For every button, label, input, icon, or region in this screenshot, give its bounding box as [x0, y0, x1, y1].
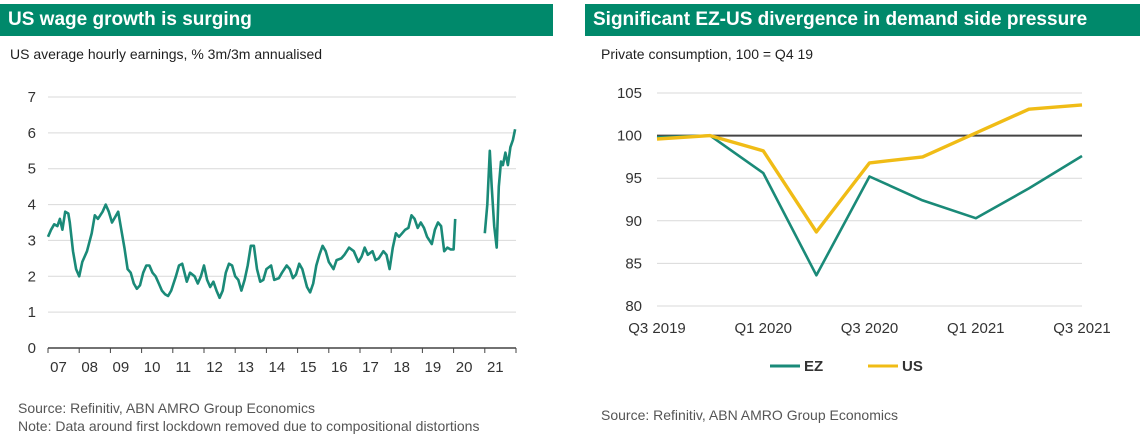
y-tick-label: 3	[28, 232, 36, 249]
y-tick-label: 90	[625, 213, 642, 230]
source-note: Source: Refinitiv, ABN AMRO Group Econom…	[18, 400, 315, 416]
wage-growth-line	[483, 129, 517, 249]
x-tick-label: 12	[206, 359, 223, 376]
x-tick-label: 08	[81, 359, 98, 376]
y-tick-label: 80	[625, 298, 642, 315]
x-tick-label: 09	[113, 359, 130, 376]
series-line-ez	[656, 134, 1083, 277]
consumption-chart: 80 85 90 95 100 105 Q3 2019 Q1 2020 Q3 2020 Q1 20…	[617, 85, 1111, 375]
y-tick-label: 1	[28, 304, 36, 321]
x-tick-label: 19	[425, 359, 442, 376]
legend-label-ez: EZ	[804, 358, 823, 375]
x-tick-label: Q1 2020	[734, 320, 792, 337]
y-tick-label: 5	[28, 161, 36, 178]
x-tick-label: Q1 2021	[947, 320, 1005, 337]
y-tick-label: 0	[28, 340, 36, 357]
source-note: Source: Refinitiv, ABN AMRO Group Econom…	[601, 407, 898, 423]
y-tick-label: 4	[28, 197, 36, 214]
x-tick-label: 21	[487, 359, 504, 376]
x-tick-label: 16	[331, 359, 348, 376]
x-tick-label: 15	[300, 359, 317, 376]
x-tick-label: 20	[456, 359, 473, 376]
x-tick-label: Q3 2019	[628, 320, 686, 337]
x-tick-label: 18	[393, 359, 410, 376]
y-tick-label: 100	[617, 128, 642, 145]
consumption-panel: Significant EZ-US divergence in demand s…	[585, 0, 1145, 444]
wage-growth-line	[46, 203, 457, 300]
y-tick-label: 6	[28, 125, 36, 142]
series-line-us	[656, 103, 1083, 234]
wage-growth-panel: US wage growth is surging US average hou…	[0, 0, 557, 444]
chart-subtitle: US average hourly earnings, % 3m/3m annu…	[10, 46, 323, 62]
x-tick-label: Q3 2020	[841, 320, 899, 337]
x-tick-label: 11	[176, 359, 192, 376]
y-tick-label: 105	[617, 85, 642, 102]
y-tick-label: 85	[625, 255, 642, 272]
x-tick-label: 13	[237, 359, 254, 376]
x-tick-label: Q3 2021	[1053, 320, 1111, 337]
x-tick-label: 07	[50, 359, 67, 376]
chart-title: US wage growth is surging	[0, 4, 553, 36]
chart-subtitle: Private consumption, 100 = Q4 19	[601, 46, 814, 62]
y-tick-label: 2	[28, 268, 36, 285]
y-tick-label: 7	[28, 89, 36, 106]
legend-label-us: US	[902, 358, 923, 375]
x-tick-label: 14	[269, 359, 286, 376]
data-note: Note: Data around first lockdown removed…	[18, 418, 480, 434]
chart-title: Significant EZ-US divergence in demand s…	[585, 4, 1140, 36]
x-tick-label: 10	[144, 359, 161, 376]
y-tick-label: 95	[625, 170, 642, 187]
x-tick-label: 17	[362, 359, 379, 376]
